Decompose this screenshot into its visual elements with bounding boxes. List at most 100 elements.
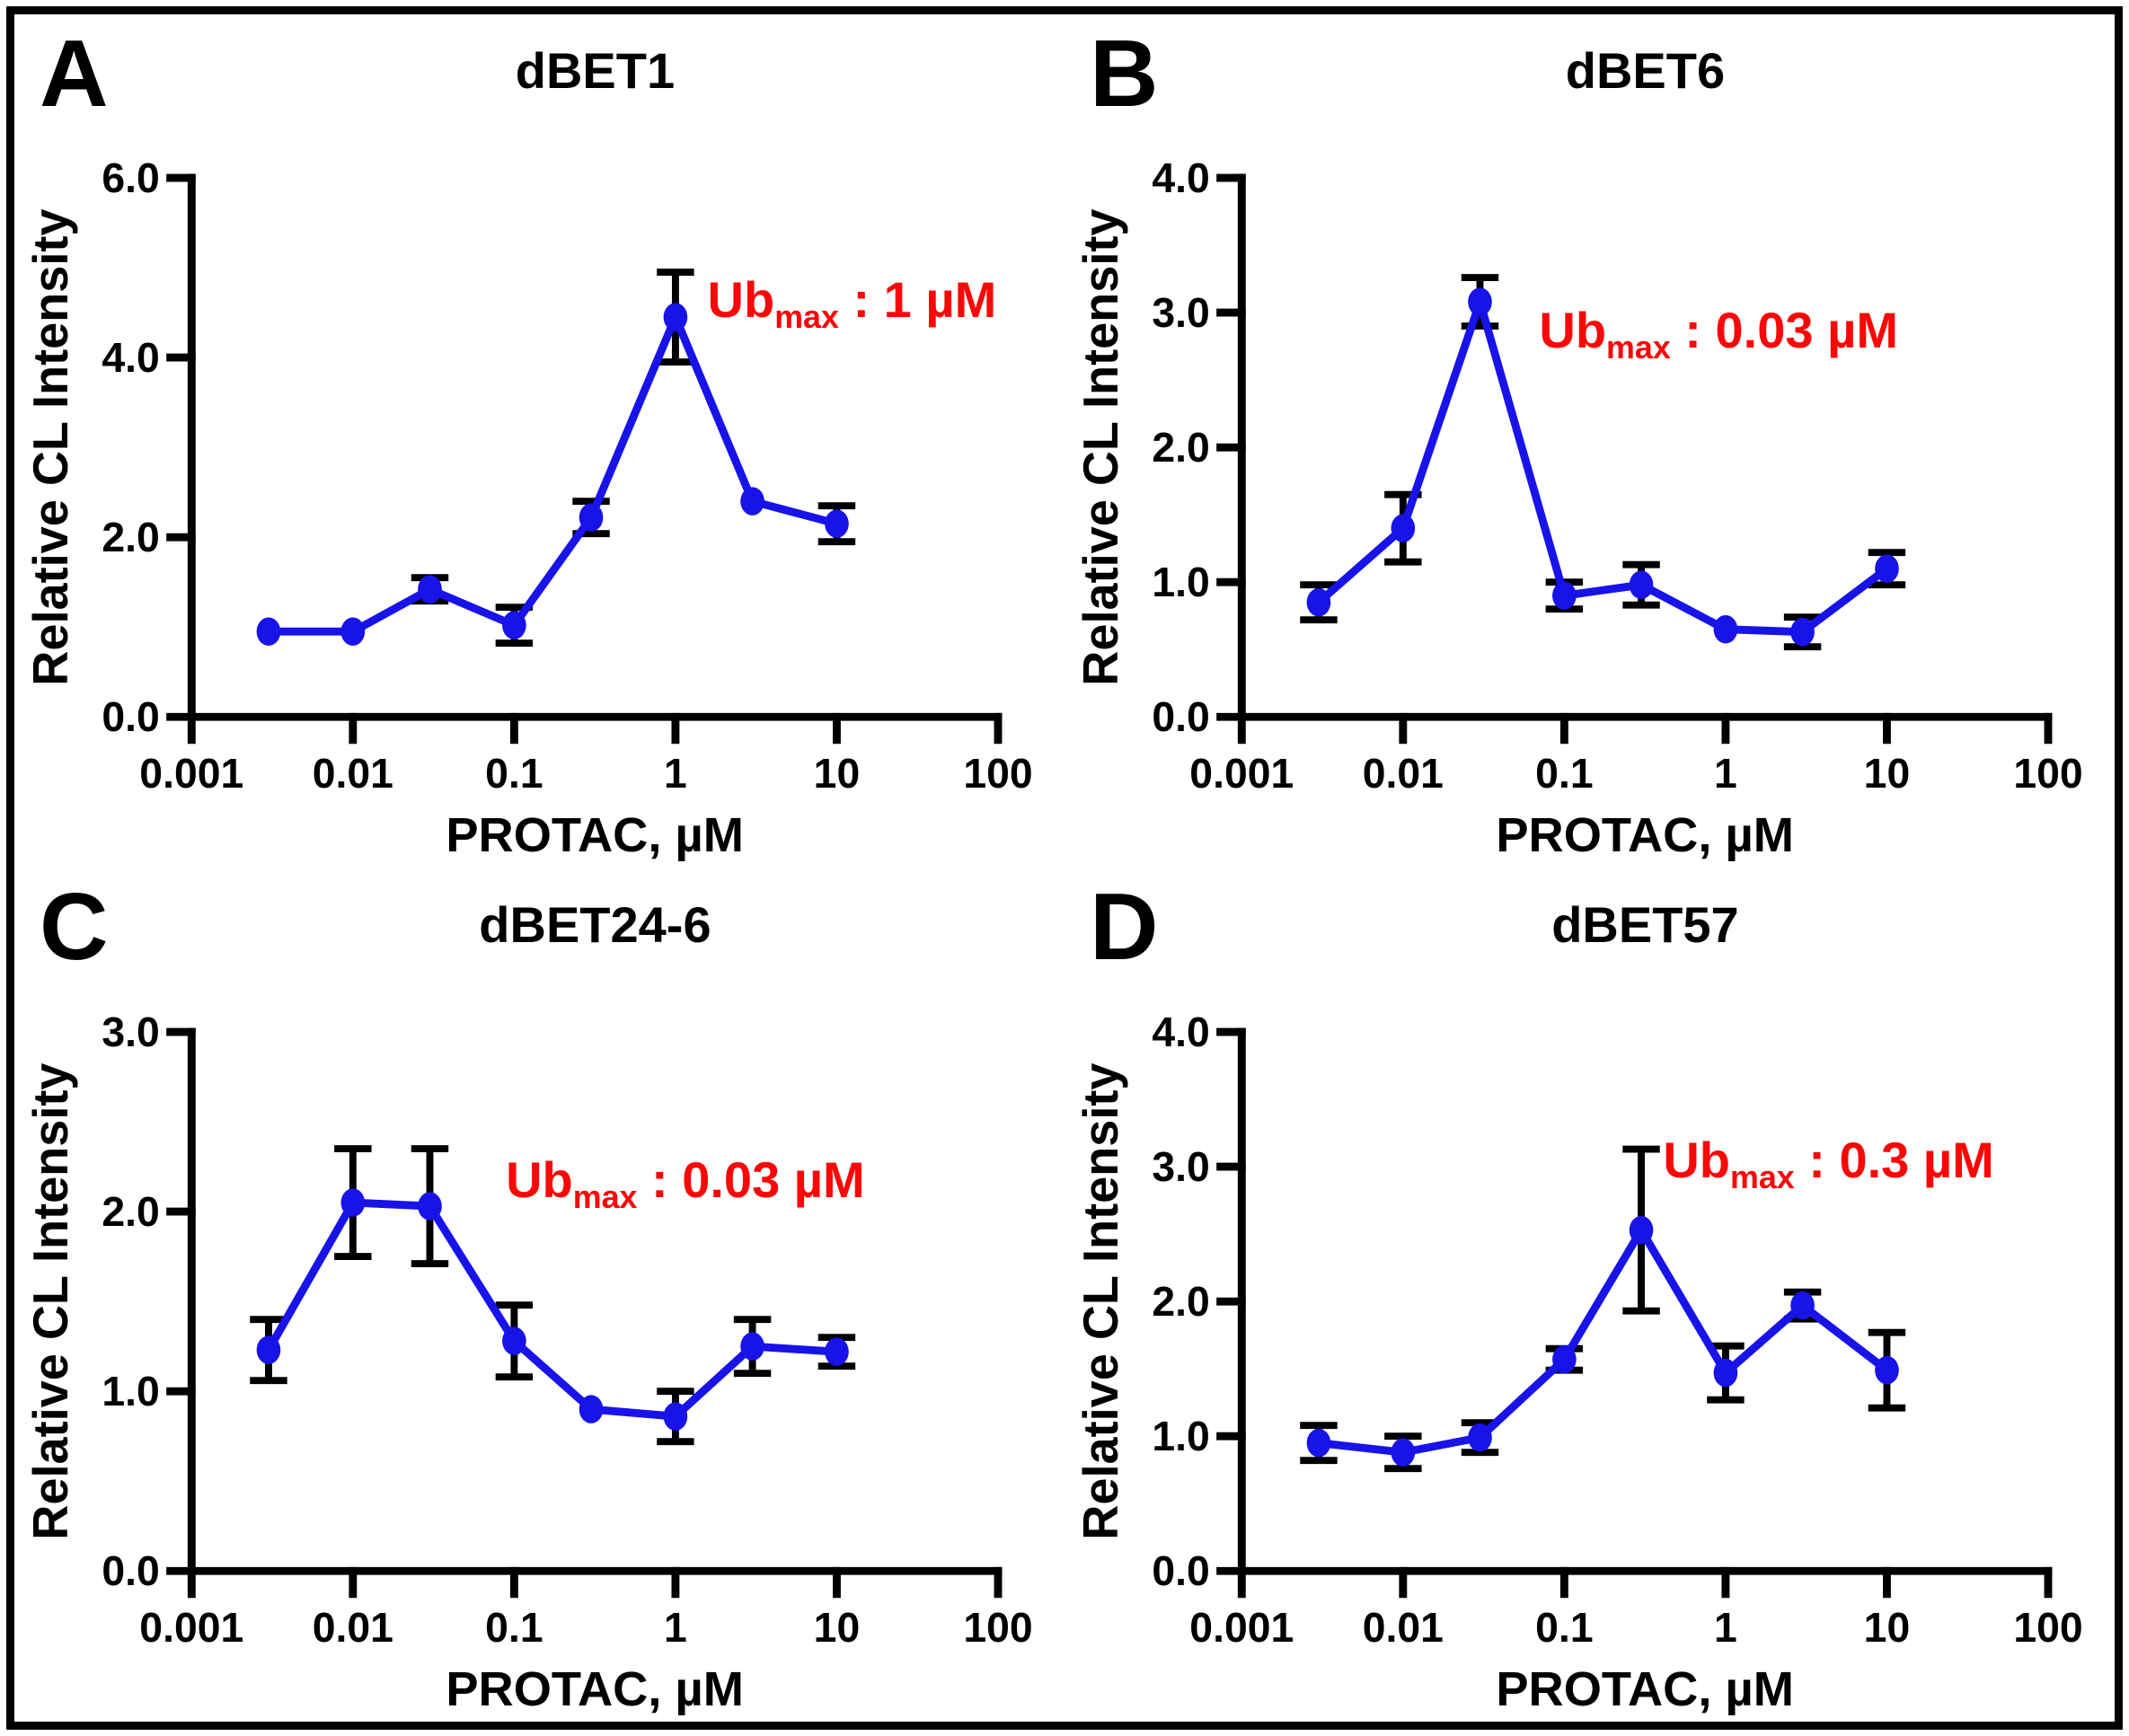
svg-text:0.001: 0.001	[139, 1604, 243, 1651]
annotation-base: Ub	[1539, 301, 1607, 358]
data-points	[1306, 287, 1899, 647]
annotation-subscript: max	[1606, 329, 1671, 366]
panel-title: dBET57	[1551, 895, 1739, 953]
svg-text:0.0: 0.0	[102, 693, 159, 740]
series-line	[1314, 1225, 1891, 1457]
data-point	[740, 1331, 764, 1361]
annotation-value: : 0.3 µM	[1794, 1131, 1994, 1188]
series-line	[264, 1198, 841, 1421]
annotation-subscript: max	[774, 299, 839, 336]
data-points	[1306, 1215, 1899, 1467]
panel-letter: C	[40, 874, 109, 981]
svg-text:100: 100	[963, 750, 1032, 797]
svg-text:10: 10	[814, 1604, 861, 1651]
data-point	[1552, 1344, 1577, 1373]
series-line	[1314, 297, 1891, 637]
annotation-base: Ub	[506, 1151, 573, 1209]
data-point	[1629, 1215, 1654, 1244]
data-point	[1552, 581, 1577, 610]
chart-canvas-d: 0.0 1.0 2.0 3.0 4.0 0.001 0.01 0.1 1 10 100 PROTAC,…	[1074, 1008, 2083, 1715]
panel-a: 0.0 2.0 4.0 6.0 0.001 0.01 0.1 1 10 100 PROTAC, µM…	[14, 14, 1064, 868]
annotation-value: : 0.03 µM	[1670, 301, 1898, 358]
panel-title: dBET24-6	[479, 895, 711, 953]
panel-letter: D	[1090, 874, 1159, 981]
x-tick-labels: 0.001 0.01 0.1 1 10 100	[139, 1604, 1032, 1651]
svg-text:1: 1	[664, 1604, 687, 1651]
data-point	[256, 617, 281, 646]
data-point	[1306, 1428, 1331, 1457]
axes	[1216, 1027, 2053, 1598]
ubmax-annotation: Ubmax : 0.03 µM	[1539, 301, 1898, 364]
y-axis-label: Relative CL Intensity	[1074, 209, 1128, 686]
svg-text:3.0: 3.0	[1152, 289, 1209, 336]
data-point	[340, 1187, 366, 1217]
svg-text:2.0: 2.0	[102, 514, 159, 560]
data-points	[256, 1187, 849, 1431]
data-point	[1391, 1437, 1416, 1467]
figure-frame: 0.0 2.0 4.0 6.0 0.001 0.01 0.1 1 10 100 PROTAC, µM…	[6, 6, 2123, 1730]
svg-text:6.0: 6.0	[102, 154, 159, 201]
chart-canvas-c: 0.0 1.0 2.0 3.0 0.001 0.01 0.1 1 10 100 PROTAC, µM…	[24, 1008, 1033, 1715]
svg-text:0.01: 0.01	[313, 750, 393, 797]
svg-text:100: 100	[2013, 1604, 2082, 1651]
chart-canvas-b: 0.0 1.0 2.0 3.0 4.0 0.001 0.01 0.1 1 10 100 PROTAC,…	[1074, 154, 2083, 862]
data-point	[1875, 554, 1899, 583]
axes	[166, 173, 1003, 745]
chart-canvas-a: 0.0 2.0 4.0 6.0 0.001 0.01 0.1 1 10 100 PROTAC, µM…	[24, 154, 1033, 862]
data-points	[256, 303, 849, 646]
svg-text:100: 100	[963, 1604, 1032, 1651]
data-point	[663, 1401, 688, 1431]
svg-text:10: 10	[814, 750, 861, 797]
svg-text:0.01: 0.01	[313, 1604, 393, 1651]
annotation-base: Ub	[1663, 1131, 1730, 1188]
y-tick-labels: 0.0 1.0 2.0 3.0 4.0	[1152, 1008, 1209, 1593]
y-tick-labels: 0.0 1.0 2.0 3.0 4.0	[1152, 154, 1209, 740]
panel-b: 0.0 1.0 2.0 3.0 4.0 0.001 0.01 0.1 1 10 100 PROTAC,…	[1064, 14, 2115, 868]
y-axis-label: Relative CL Intensity	[24, 1062, 78, 1539]
svg-text:0.0: 0.0	[1152, 1547, 1209, 1594]
svg-text:1: 1	[664, 750, 687, 797]
panel-d: 0.0 1.0 2.0 3.0 4.0 0.001 0.01 0.1 1 10 100 PROTAC,…	[1064, 868, 2115, 1723]
data-point	[825, 1336, 849, 1366]
data-point	[256, 1335, 281, 1364]
x-tick-labels: 0.001 0.01 0.1 1 10 100	[1189, 1604, 2082, 1651]
x-axis-label: PROTAC, µM	[1496, 1661, 1794, 1715]
data-point	[1713, 614, 1738, 644]
annotation-value: : 1 µM	[838, 271, 997, 329]
svg-text:1: 1	[1714, 1604, 1737, 1651]
svg-text:0.001: 0.001	[1189, 750, 1294, 797]
data-point	[1790, 617, 1815, 647]
svg-text:1.0: 1.0	[1152, 1412, 1209, 1458]
panel-letter: B	[1090, 20, 1159, 127]
series-line	[264, 313, 841, 636]
annotation-value: : 0.03 µM	[637, 1151, 865, 1209]
data-point	[825, 509, 849, 538]
data-point	[418, 575, 442, 604]
svg-text:0.01: 0.01	[1363, 1604, 1444, 1651]
svg-text:0.1: 0.1	[485, 750, 543, 797]
axes	[166, 1027, 1003, 1598]
x-tick-labels: 0.001 0.01 0.1 1 10 100	[1189, 750, 2082, 797]
data-point	[663, 303, 688, 331]
svg-text:0.1: 0.1	[1535, 750, 1593, 797]
annotation-subscript: max	[1729, 1159, 1795, 1195]
svg-text:2.0: 2.0	[1152, 1277, 1209, 1324]
x-axis-label: PROTAC, µM	[446, 1661, 744, 1715]
svg-text:0.001: 0.001	[139, 750, 243, 797]
data-point	[502, 1326, 526, 1355]
svg-text:10: 10	[1864, 750, 1911, 797]
ubmax-annotation: Ubmax : 0.3 µM	[1663, 1131, 1994, 1194]
data-point	[579, 503, 604, 532]
x-tick-labels: 0.001 0.01 0.1 1 10 100	[139, 750, 1032, 797]
y-tick-labels: 0.0 1.0 2.0 3.0	[102, 1008, 159, 1593]
annotation-subscript: max	[572, 1179, 638, 1216]
y-tick-labels: 0.0 2.0 4.0 6.0	[102, 154, 159, 740]
error-bars	[1300, 1145, 1906, 1472]
svg-text:0.0: 0.0	[102, 1547, 159, 1594]
svg-text:4.0: 4.0	[1152, 1008, 1209, 1054]
svg-text:0.0: 0.0	[1152, 693, 1209, 740]
annotation-base: Ub	[707, 271, 775, 329]
data-point	[1713, 1358, 1738, 1387]
panel-c: 0.0 1.0 2.0 3.0 0.001 0.01 0.1 1 10 100 PROTAC, µM…	[14, 868, 1064, 1723]
svg-text:0.1: 0.1	[485, 1604, 543, 1651]
